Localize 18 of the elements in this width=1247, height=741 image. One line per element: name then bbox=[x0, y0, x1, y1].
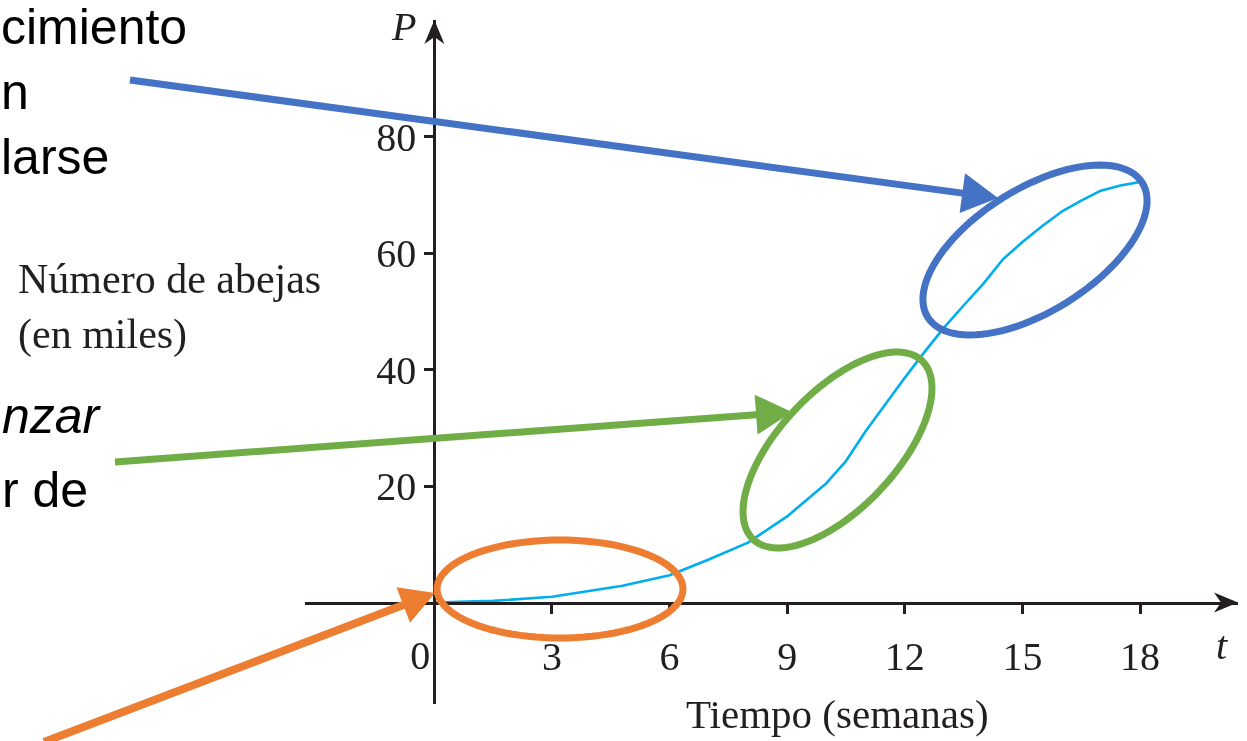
text: r de bbox=[2, 462, 89, 518]
text: nzar bbox=[2, 388, 102, 444]
annotation: t bbox=[1216, 623, 1228, 668]
x-tick-label: 9 bbox=[777, 633, 798, 679]
x-tick-label: 6 bbox=[659, 633, 680, 679]
annotation: P bbox=[391, 4, 417, 49]
y-axis-title: Número de abejas (en miles) bbox=[18, 256, 322, 358]
y-tick-label: 20 bbox=[376, 464, 417, 510]
y-tick-label: 80 bbox=[376, 114, 417, 160]
x-tick-label: 12 bbox=[884, 633, 925, 679]
x-axis-title: Tiempo (semanas) bbox=[686, 691, 989, 737]
x-tick-label: 3 bbox=[541, 633, 562, 679]
y-tick-label: 40 bbox=[376, 347, 417, 393]
text: cimiento n larse bbox=[1, 0, 188, 185]
x-tick-label: 0 bbox=[410, 632, 431, 678]
x-tick-label: 18 bbox=[1120, 633, 1160, 679]
y-tick-label: 60 bbox=[376, 231, 417, 277]
x-tick-label: 15 bbox=[1002, 633, 1043, 679]
